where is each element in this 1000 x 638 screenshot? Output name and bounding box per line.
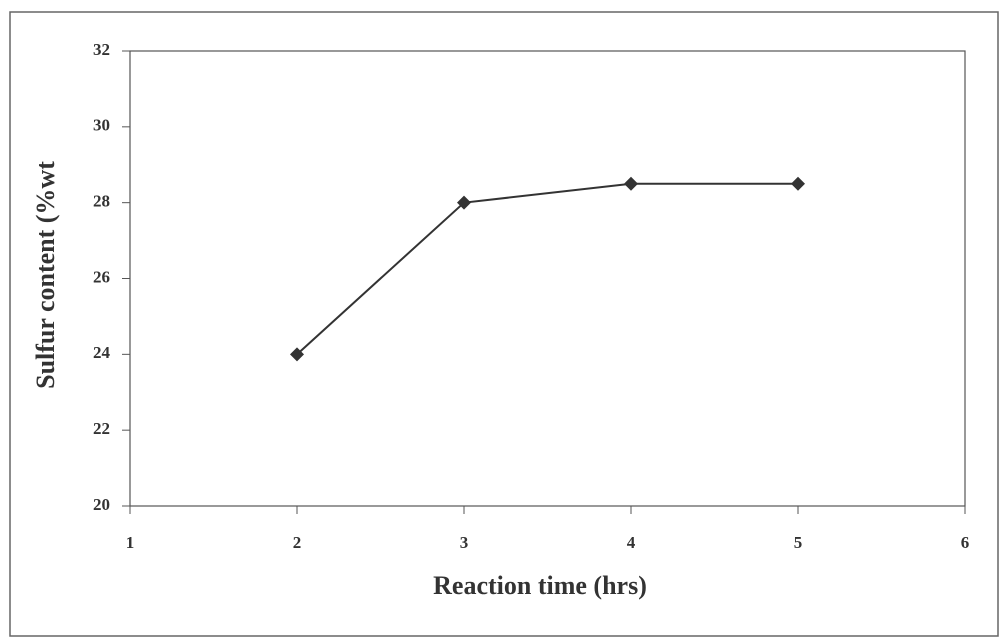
x-tick-label: 1: [126, 533, 135, 552]
y-tick-label: 32: [93, 40, 110, 59]
y-tick-label: 20: [93, 495, 110, 514]
data-point: [290, 347, 304, 362]
y-tick-label: 22: [93, 419, 110, 438]
y-tick-label: 30: [93, 116, 110, 135]
x-tick-label: 3: [460, 533, 469, 552]
data-point: [791, 176, 805, 191]
data-point: [624, 176, 638, 191]
x-tick-label: 5: [794, 533, 803, 552]
y-tick-label: 24: [93, 343, 111, 362]
x-tick-label: 6: [961, 533, 970, 552]
data-line: [296, 182, 798, 356]
x-tick-label: 4: [627, 533, 636, 552]
y-tick-label: 26: [93, 267, 110, 286]
x-axis-title: Reaction time (hrs): [433, 571, 647, 600]
data-point: [457, 195, 471, 210]
y-axis-title: Sulfur content (%wt: [31, 161, 60, 389]
chart-frame: [9, 11, 999, 637]
x-tick-label: 2: [293, 533, 302, 552]
y-tick-label: 28: [93, 192, 110, 211]
